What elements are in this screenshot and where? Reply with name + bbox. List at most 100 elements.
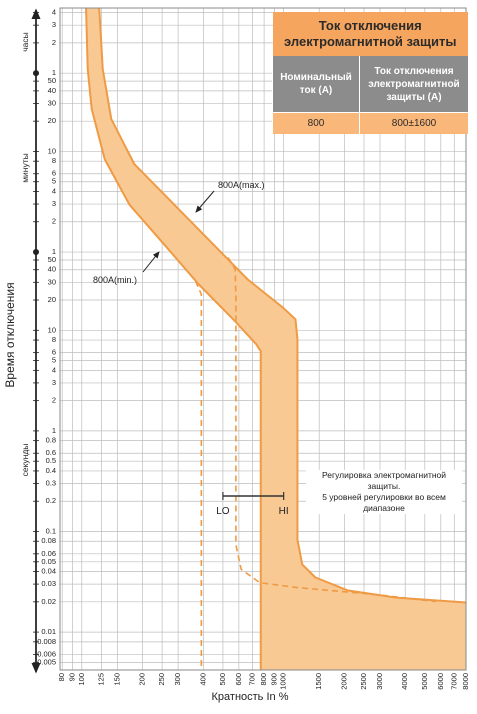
y-tick-label: 10 <box>48 146 56 155</box>
annotation-text: Регулировка электромагнитной защиты. <box>321 470 447 491</box>
x-tick-label: 300 <box>173 673 182 686</box>
x-tick-label: 1000 <box>279 673 288 690</box>
range-label: LO <box>216 506 230 517</box>
table-cell: 800 <box>272 112 360 134</box>
annotation-text: 5 уровней регулировки во всем диапазоне <box>322 492 446 513</box>
y-tick-label: 3 <box>52 20 56 29</box>
annotation-box: Регулировка электромагнитной защиты. 5 у… <box>306 470 462 514</box>
y-tick-label: 40 <box>48 86 56 95</box>
y-tick-label: 8 <box>52 156 56 165</box>
y-tick-label: 2 <box>52 38 56 47</box>
series-line <box>194 280 203 670</box>
x-tick-label: 100 <box>77 673 86 686</box>
series-label: 800A(max.) <box>218 180 265 190</box>
x-tick-label: 2500 <box>359 673 368 690</box>
x-tick-label: 4000 <box>400 673 409 690</box>
band-fill <box>86 8 467 670</box>
x-tick-label: 6000 <box>436 673 445 690</box>
y-tick-label: 4 <box>52 186 56 195</box>
x-tick-label: 125 <box>96 673 105 686</box>
x-axis-title: Кратность In % <box>212 691 289 703</box>
y-tick-label: 40 <box>48 265 56 274</box>
annotation-arrow <box>142 251 160 273</box>
info-table: Ток отключения электромагнитной защиты Н… <box>272 12 468 134</box>
y-tick-label: 2 <box>52 217 56 226</box>
y-tick-label: 0.06 <box>41 549 56 558</box>
y-tick-label: 30 <box>48 98 56 107</box>
y-tick-label: 8 <box>52 335 56 344</box>
table-cell: 800±1600 <box>359 112 468 134</box>
y-tick-label: 0.5 <box>46 456 56 465</box>
axis-dot <box>33 70 39 77</box>
x-tick-label: 80 <box>57 673 66 681</box>
x-tick-label: 250 <box>157 673 166 686</box>
y-tick-label: 0.8 <box>46 436 56 445</box>
y-tick-label: 1 <box>52 247 56 256</box>
x-tick-label: 700 <box>247 673 256 686</box>
series-label: 800A(min.) <box>93 275 137 285</box>
y-tick-label: 2 <box>52 396 56 405</box>
y-tick-label: 0.01 <box>41 627 56 636</box>
series-line <box>98 7 467 604</box>
y-tick-label: 20 <box>48 116 56 125</box>
y-tick-label: 0.006 <box>37 649 56 658</box>
annotation-arrow <box>195 190 215 213</box>
x-tick-label: 90 <box>68 673 77 681</box>
series-line <box>85 7 262 670</box>
x-tick-label: 150 <box>112 673 121 686</box>
x-tick-label: 200 <box>138 673 147 686</box>
y-tick-label: 4 <box>52 8 56 17</box>
y-tick-label: 3 <box>52 199 56 208</box>
y-tick-label: 5 <box>52 177 56 186</box>
time-unit: минуты <box>20 153 30 183</box>
y-axis-title: Время отключения <box>3 282 17 387</box>
y-tick-label: 0.005 <box>37 657 56 666</box>
time-unit: часы <box>20 32 30 52</box>
x-tick-label: 600 <box>234 673 243 686</box>
y-tick-label: 0.03 <box>41 579 56 588</box>
frame <box>59 7 467 671</box>
series-line <box>227 257 436 603</box>
y-tick-label: 0.3 <box>46 478 56 487</box>
y-tick-label: 6 <box>52 169 56 178</box>
x-tick-label: 1500 <box>314 673 323 690</box>
x-tick-label: 800 <box>259 673 268 686</box>
y-tick-label: 0.08 <box>41 536 56 545</box>
range-label: HI <box>279 506 289 517</box>
x-tick-label: 900 <box>269 673 278 686</box>
y-tick-label: 3 <box>52 378 56 387</box>
y-tick-label: 5 <box>52 356 56 365</box>
y-tick-label: 0.1 <box>46 526 56 535</box>
y-tick-label: 50 <box>48 76 56 85</box>
table-header: Номинальный ток (A) <box>272 56 360 113</box>
y-tick-label: 1 <box>52 426 56 435</box>
y-tick-label: 50 <box>48 255 56 264</box>
y-tick-label: 0.6 <box>46 448 56 457</box>
table-header: Ток отключения электромагнитной защиты (… <box>359 56 468 113</box>
plot-area <box>85 7 467 670</box>
y-tick-label: 0.05 <box>41 557 56 566</box>
x-tick-label: 2000 <box>339 673 348 690</box>
x-tick-label: 7000 <box>449 673 458 690</box>
y-tick-label: 0.2 <box>46 496 56 505</box>
x-tick-label: 5000 <box>420 673 429 690</box>
y-tick-label: 0.02 <box>41 597 56 606</box>
y-tick-label: 20 <box>48 295 56 304</box>
y-tick-label: 1 <box>52 68 56 77</box>
axis-dot <box>33 249 39 256</box>
y-tick-label: 4 <box>52 365 56 374</box>
y-tick-label: 0.04 <box>41 567 56 576</box>
y-tick-label: 6 <box>52 348 56 357</box>
x-tick-label: 3000 <box>375 673 384 690</box>
y-tick-label: 30 <box>48 277 56 286</box>
x-tick-label: 500 <box>218 673 227 686</box>
x-tick-label: 8000 <box>461 673 470 690</box>
y-tick-label: 0.4 <box>46 466 56 475</box>
y-tick-label: 10 <box>48 325 56 334</box>
x-tick-label: 400 <box>198 673 207 686</box>
time-unit: секунды <box>20 444 30 477</box>
table-title: Ток отключения электромагнитной защиты <box>272 12 468 56</box>
y-tick-label: 0.008 <box>37 637 56 646</box>
